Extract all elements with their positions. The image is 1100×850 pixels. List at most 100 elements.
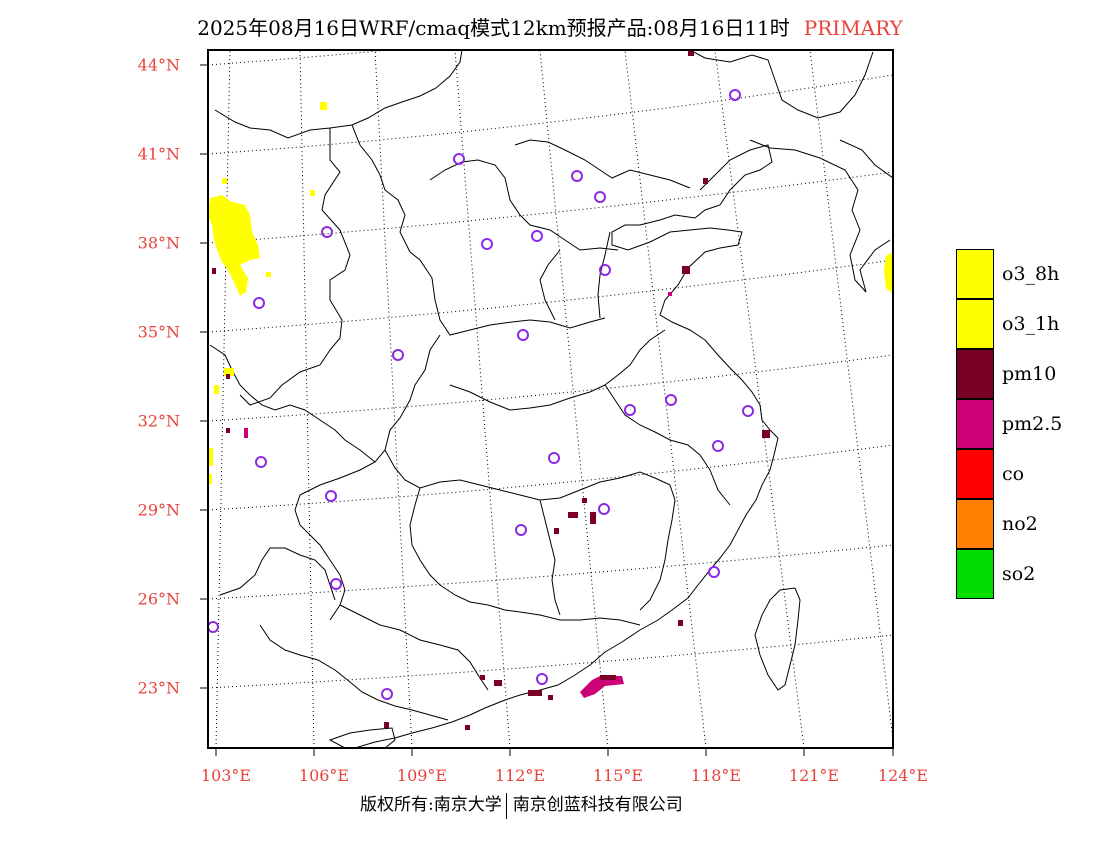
- lon-label-121e: 121°E: [788, 766, 840, 785]
- parallel-23n: [208, 634, 893, 689]
- copyright-divider: [505, 792, 507, 819]
- o3-cell: [310, 190, 315, 196]
- station-marker: [729, 89, 741, 101]
- station-marker: [330, 578, 342, 590]
- legend-label: pm2.5: [1002, 413, 1063, 435]
- o3-cell: [224, 368, 234, 376]
- legend-swatch: [956, 399, 994, 449]
- parallel-44n: [208, 50, 395, 66]
- legend-label: o3_1h: [1002, 313, 1060, 335]
- pm10-cell: [703, 178, 708, 184]
- pm10-cell: [568, 512, 578, 518]
- title-primary-tag: PRIMARY: [803, 16, 903, 40]
- pm10-cell: [384, 722, 389, 728]
- o3-cell: [222, 178, 227, 184]
- boundaries: [209, 50, 893, 748]
- station-marker: [599, 264, 611, 276]
- station-marker: [598, 503, 610, 515]
- station-marker: [515, 524, 527, 536]
- title-main: 2025年08月16日WRF/cmaq模式12km预报产品:08月16日11时: [197, 16, 790, 40]
- copyright-company: 南京创蓝科技有限公司: [512, 795, 683, 815]
- legend-swatch: [956, 499, 994, 549]
- pm10-cell: [548, 695, 553, 700]
- meridian-121e: [714, 50, 805, 748]
- pm10-cell: [554, 528, 559, 534]
- o3-cell: [208, 448, 213, 466]
- legend-swatch: [956, 249, 994, 299]
- legend-label: so2: [1002, 563, 1036, 585]
- station-marker: [571, 170, 583, 182]
- station-marker: [742, 405, 754, 417]
- pm10-cell: [682, 266, 690, 274]
- station-marker: [517, 329, 529, 341]
- parallel-35n: [208, 259, 893, 333]
- pm10-cell: [226, 374, 230, 379]
- legend-label: co: [1002, 463, 1025, 485]
- parallel-38n: [208, 171, 893, 244]
- pm10-cell: [465, 725, 470, 730]
- o3-cell: [208, 474, 212, 484]
- o3-cell: [320, 102, 327, 110]
- station-marker: [712, 440, 724, 452]
- station-marker: [255, 456, 267, 468]
- o3-area-northwest: [208, 195, 260, 296]
- pm10-cell: [678, 620, 683, 626]
- pm10-cell: [762, 430, 770, 438]
- station-marker: [453, 153, 465, 165]
- station-marker: [325, 490, 337, 502]
- pm10-cell: [494, 680, 502, 686]
- legend-swatch: [956, 299, 994, 349]
- stations: [207, 89, 754, 700]
- lon-label-106e: 106°E: [298, 766, 350, 785]
- parallel-41n: [208, 74, 893, 155]
- pm10-cell: [688, 50, 694, 56]
- legend-swatch: [956, 449, 994, 499]
- lat-label-41n: 41°N: [137, 144, 180, 164]
- lon-label-115e: 115°E: [592, 766, 644, 785]
- pm10-cell: [590, 512, 596, 524]
- station-marker: [381, 688, 393, 700]
- station-marker: [665, 394, 677, 406]
- lon-label-118e: 118°E: [690, 766, 742, 785]
- station-marker: [392, 349, 404, 361]
- station-marker: [536, 673, 548, 685]
- pm25-cell: [244, 428, 248, 438]
- lon-label-124e: 124°E: [877, 766, 929, 785]
- lat-label-32n: 32°N: [137, 411, 180, 431]
- pollutant-cells: [208, 50, 893, 730]
- lat-label-44n: 44°N: [137, 55, 180, 75]
- meridian-106e: [299, 50, 315, 748]
- pm10-cell: [226, 428, 230, 433]
- station-marker: [624, 404, 636, 416]
- lat-label-23n: 23°N: [137, 678, 180, 698]
- pm25-area-south: [580, 676, 624, 698]
- station-marker: [548, 452, 560, 464]
- pm10-cell: [480, 675, 485, 680]
- taiwan-coast: [754, 587, 801, 691]
- station-marker: [321, 226, 333, 238]
- lat-label-35n: 35°N: [137, 322, 180, 342]
- legend-label: pm10: [1002, 363, 1057, 385]
- axis-ticks: [200, 64, 894, 756]
- legend-label: o3_8h: [1002, 263, 1060, 285]
- graticule: [208, 50, 893, 748]
- yalu-boundary: [839, 139, 893, 179]
- legend-swatch: [956, 549, 994, 599]
- meridian-103e: [215, 50, 231, 748]
- meridian-112e: [454, 50, 511, 748]
- hainan-coast: [328, 727, 396, 748]
- lon-label-109e: 109°E: [396, 766, 448, 785]
- station-marker: [594, 191, 606, 203]
- o3-cell: [214, 385, 219, 394]
- meridian-109e: [374, 50, 413, 748]
- station-marker: [708, 566, 720, 578]
- northern-border: [214, 50, 463, 139]
- copyright-owner: 版权所有:南京大学: [360, 795, 502, 815]
- korea-border: [749, 139, 891, 293]
- station-marker: [481, 238, 493, 250]
- lat-label-26n: 26°N: [137, 589, 180, 609]
- lat-label-38n: 38°N: [137, 233, 180, 253]
- pm10-cell: [528, 690, 542, 696]
- lon-label-103e: 103°E: [200, 766, 252, 785]
